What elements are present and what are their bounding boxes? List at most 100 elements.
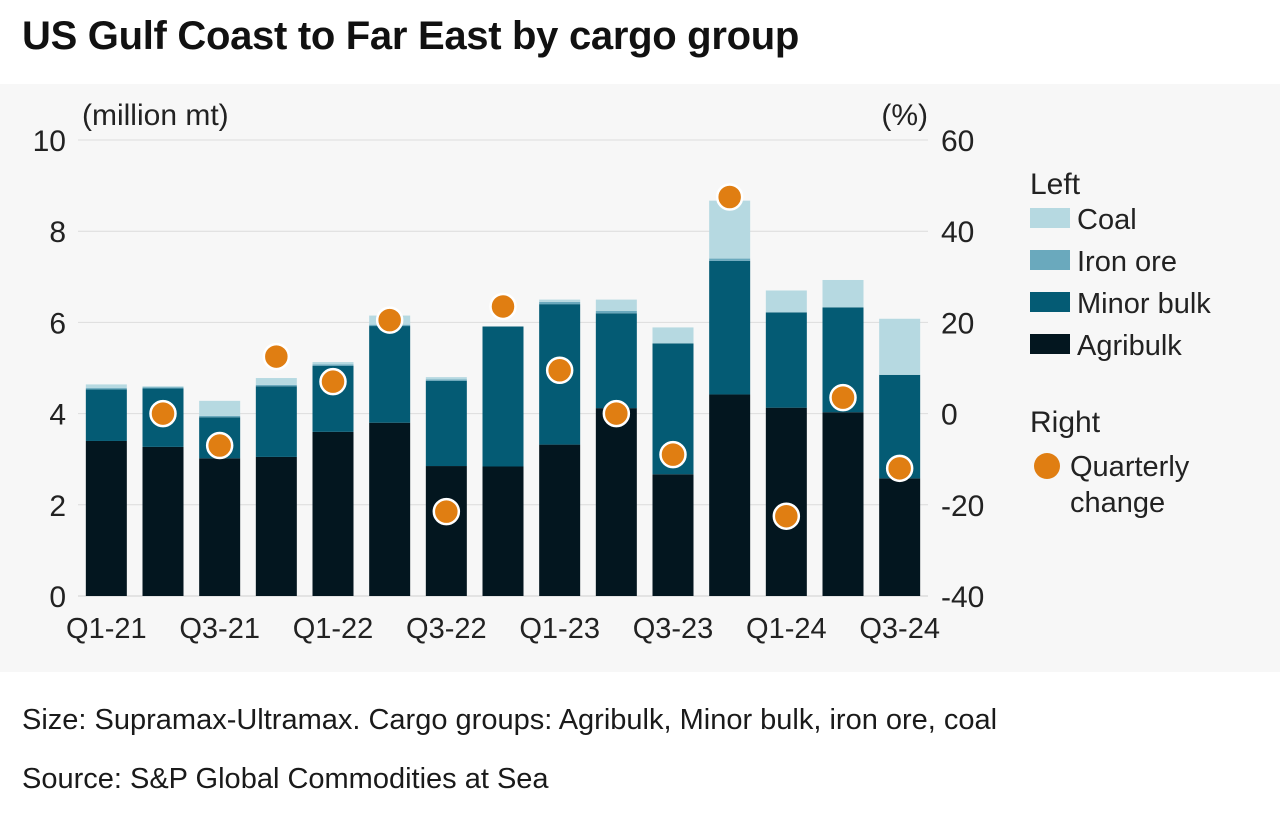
quarterly-change-point-q1-23 [545,356,574,385]
left-tick-label: 6 [49,307,66,340]
right-tick-label: 20 [941,307,974,340]
right-tick-label: 40 [941,216,974,249]
bar-minor-bulk-q1-21 [85,389,127,441]
legend-marker-quarterly-change [1034,453,1060,479]
quarterly-change-point-q3-23 [659,440,687,469]
bar-iron-ore-q1-22 [312,364,354,366]
bar-agribulk-q4-21 [255,456,297,596]
bar-iron-ore-q1-21 [85,388,127,390]
bar-agribulk-q1-23 [539,444,581,596]
chart-note: Size: Supramax-Ultramax. Cargo groups: A… [22,704,998,736]
legend-label-coal: Coal [1077,204,1137,236]
bar-agribulk-q3-23 [652,474,694,596]
bar-agribulk-q4-23 [709,394,751,596]
bar-coal-q4-21 [255,378,297,385]
chart-svg: 0 2 4 6 8 10 -40 -20 0 20 40 60 (million mt) (%) Q1-21… [33,99,1212,645]
legend-swatch-coal [1030,208,1070,228]
x-tick-label: Q1-22 [293,613,374,645]
x-tick-label: Q1-21 [66,613,147,645]
quarterly-change-point-q2-22 [375,306,404,334]
left-tick-label: 10 [33,125,66,158]
bar-coal-q3-24 [879,318,921,375]
bar-coal-q3-23 [652,327,694,344]
right-tick-label: -20 [941,490,984,523]
bar-agribulk-q2-22 [369,422,411,596]
legend-swatch-agribulk [1030,334,1070,354]
bar-iron-ore-q3-21 [199,415,241,418]
bar-agribulk-q1-22 [312,431,354,596]
bar-minor-bulk-q1-24 [765,312,807,408]
bar-coal-q3-22 [425,377,467,380]
bar-agribulk-q1-21 [85,440,127,596]
x-tick-label: Q1-24 [746,613,827,645]
quarterly-change-point-q4-22 [489,292,517,321]
x-tick-label: Q3-24 [859,613,940,645]
right-tick-label: 60 [941,125,974,158]
bar-agribulk-q3-22 [425,466,467,596]
bar-coal-q1-22 [312,362,354,365]
bar-iron-ore-q3-22 [425,379,467,381]
right-axis-label: (%) [881,99,928,132]
bar-coal-q2-23 [595,299,637,311]
legend-header-right: Right [1030,406,1101,439]
bar-agribulk-q1-24 [765,407,807,596]
quarterly-change-point-q1-24 [772,502,801,530]
legend-label-agribulk: Agribulk [1077,330,1182,362]
legend-label-quarterly-change: Quarterly [1070,451,1190,483]
bar-minor-bulk-q3-22 [425,380,467,467]
bar-agribulk-q3-21 [199,458,241,596]
chart-source: Source: S&P Global Commodities at Sea [22,763,549,795]
bar-agribulk-q3-24 [879,478,921,596]
legend-header-left: Left [1030,168,1081,201]
quarterly-change-point-q3-21 [205,431,234,460]
legend-swatch-minor-bulk [1030,292,1070,312]
left-tick-label: 0 [49,581,66,614]
bar-coal-q2-21 [142,386,184,388]
bar-agribulk-q4-22 [482,466,524,596]
quarterly-change-point-q1-22 [319,367,347,396]
axes: 0 2 4 6 8 10 -40 -20 0 20 40 60 (million mt) (%) Q1-21… [33,99,985,645]
right-tick-label: 0 [941,399,958,432]
bar-coal-q3-21 [199,400,241,416]
bar-agribulk-q2-21 [142,446,184,596]
bar-iron-ore-q1-23 [539,301,581,305]
bar-iron-ore-q4-23 [709,258,751,261]
chart-panel: 0 2 4 6 8 10 -40 -20 0 20 40 60 (million mt) (%) Q1-21… [0,84,1280,672]
bar-minor-bulk-q4-22 [482,326,524,467]
legend-label-iron-ore: Iron ore [1077,246,1177,278]
bar-coal-q1-21 [85,384,127,389]
legend-label-minor-bulk: Minor bulk [1077,288,1211,320]
bar-iron-ore-q2-21 [142,387,184,389]
bar-coal-q2-24 [822,279,864,308]
bar-minor-bulk-q2-22 [369,326,411,423]
x-tick-label: Q1-23 [519,613,600,645]
x-tick-label: Q3-23 [633,613,714,645]
x-tick-label: Q3-22 [406,613,487,645]
bar-minor-bulk-q4-21 [255,386,297,457]
bar-coal-q1-23 [539,299,581,302]
legend-label-quarterly-change: change [1070,487,1165,519]
left-tick-label: 8 [49,216,66,249]
bar-iron-ore-q2-23 [595,311,637,314]
right-tick-label: -40 [941,581,984,614]
left-axis-label: (million mt) [82,99,229,132]
legend-swatch-iron-ore [1030,250,1070,270]
quarterly-change-point-q2-24 [829,383,857,412]
left-tick-label: 4 [49,399,66,432]
quarterly-change-point-q4-21 [262,342,291,371]
quarterly-change-point-q2-21 [149,399,177,428]
quarterly-change-point-q3-24 [885,454,914,483]
quarterly-change-point-q2-23 [602,399,631,428]
bar-minor-bulk-q2-23 [595,313,637,409]
quarterly-change-markers [149,183,914,530]
bar-agribulk-q2-23 [595,408,637,596]
left-tick-label: 2 [49,490,66,523]
bar-iron-ore-q4-21 [255,384,297,387]
quarterly-change-point-q4-23 [715,183,744,211]
bar-agribulk-q2-24 [822,412,864,596]
x-tick-label: Q3-21 [179,613,260,645]
bar-coal-q1-24 [765,290,807,313]
bar-minor-bulk-q4-23 [709,260,751,395]
chart-title: US Gulf Coast to Far East by cargo group [22,14,799,58]
